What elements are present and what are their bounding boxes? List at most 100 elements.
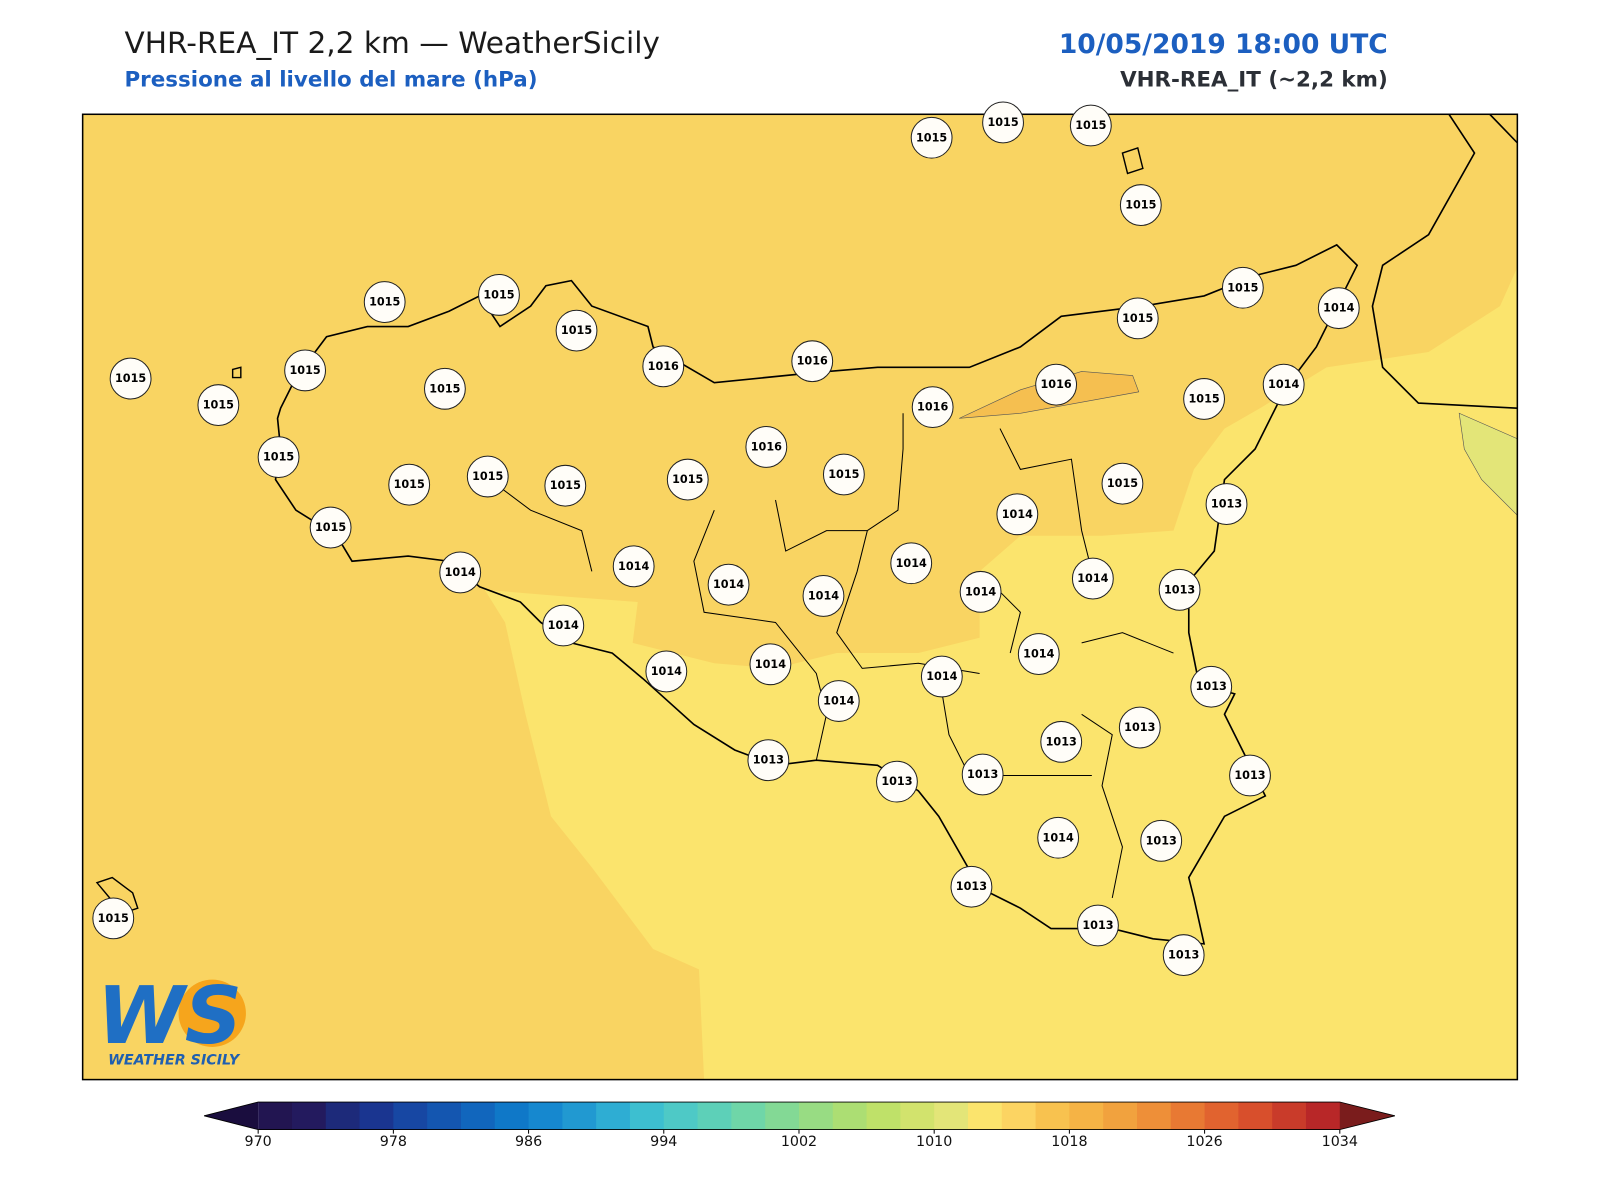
station: 1015 bbox=[109, 357, 152, 400]
station: 1015 bbox=[1069, 104, 1112, 147]
station-value: 1015 bbox=[115, 372, 146, 385]
station-value: 1014 bbox=[926, 670, 957, 683]
colorbar-bin bbox=[1069, 1102, 1104, 1130]
station-value: 1015 bbox=[429, 382, 460, 395]
logo-mark: WS bbox=[97, 969, 242, 1062]
station: 1016 bbox=[911, 386, 954, 429]
station-value: 1015 bbox=[1227, 281, 1258, 294]
station-value: 1016 bbox=[917, 401, 948, 414]
colorbar-bin bbox=[1272, 1102, 1307, 1130]
colorbar-bin bbox=[596, 1102, 631, 1130]
station-marker bbox=[109, 357, 152, 400]
colorbar-bin bbox=[798, 1102, 834, 1130]
station-value: 1014 bbox=[1268, 378, 1299, 391]
station: 1015 bbox=[197, 384, 240, 427]
station: 1015 bbox=[1119, 184, 1162, 227]
colorbar-bin bbox=[866, 1102, 901, 1130]
station-marker bbox=[911, 386, 954, 429]
station-value: 1013 bbox=[881, 775, 912, 788]
station-marker bbox=[555, 309, 598, 352]
station: 1013 bbox=[876, 760, 918, 803]
colorbar-tick-label: 970 bbox=[245, 1134, 272, 1150]
station-marker bbox=[666, 458, 709, 501]
colorbar-bin bbox=[1035, 1102, 1070, 1130]
station-value: 1015 bbox=[315, 521, 346, 534]
station-value: 1014 bbox=[1043, 831, 1074, 844]
model: VHR-REA_IT (~2,2 km) bbox=[1120, 68, 1388, 93]
station-marker bbox=[1040, 720, 1083, 763]
station-value: 1013 bbox=[1168, 949, 1199, 962]
colorbar-tick-label: 1034 bbox=[1322, 1134, 1358, 1150]
colorbar-bin bbox=[359, 1102, 394, 1130]
station: 1013 bbox=[1190, 665, 1233, 708]
station-marker bbox=[822, 453, 865, 496]
station: 1016 bbox=[642, 345, 685, 388]
title: VHR-REA_IT 2,2 km — WeatherSicily bbox=[124, 26, 659, 60]
station-marker bbox=[1262, 363, 1305, 406]
station-value: 1015 bbox=[203, 399, 234, 412]
station: 1014 bbox=[1262, 363, 1305, 406]
station-marker bbox=[363, 281, 406, 323]
province-borders bbox=[489, 413, 1174, 899]
station-value: 1014 bbox=[1323, 302, 1354, 315]
station-marker bbox=[257, 436, 300, 479]
subtitle: Pressione al livello del mare (hPa) bbox=[124, 68, 537, 93]
station: 1014 bbox=[645, 650, 688, 693]
station: 1014 bbox=[920, 655, 963, 698]
colorbar: 970 978 986 994 1002 1010 1018 1026 1034 bbox=[203, 1101, 1395, 1150]
station: 1015 bbox=[309, 506, 352, 549]
station-value: 1015 bbox=[550, 479, 581, 492]
station: 1013 bbox=[1140, 819, 1183, 862]
colorbar-bin bbox=[765, 1102, 800, 1130]
colorbar-bin bbox=[325, 1102, 361, 1130]
field-low bbox=[484, 267, 1518, 1080]
station-marker bbox=[1140, 819, 1183, 862]
station-marker bbox=[1119, 184, 1162, 227]
station-marker bbox=[982, 101, 1024, 144]
island bbox=[231, 366, 242, 379]
station-marker bbox=[466, 455, 509, 498]
colorbar-over bbox=[1339, 1102, 1395, 1130]
station-marker bbox=[1116, 297, 1159, 340]
colorbar-tick-label: 1026 bbox=[1186, 1134, 1222, 1150]
station-value: 1014 bbox=[548, 619, 579, 632]
calabria-coast bbox=[1371, 114, 1518, 409]
colorbar-bin bbox=[460, 1102, 496, 1130]
station: 1015 bbox=[982, 101, 1024, 144]
colorbar-tick-label: 986 bbox=[515, 1134, 542, 1150]
station: 1014 bbox=[1037, 816, 1080, 859]
colorbar-bin bbox=[697, 1102, 732, 1130]
station-value: 1013 bbox=[753, 754, 784, 767]
station: 1013 bbox=[950, 865, 993, 908]
station-marker bbox=[423, 367, 466, 410]
colorbar-bin bbox=[1103, 1102, 1138, 1130]
station: 1014 bbox=[707, 563, 750, 606]
station-value: 1013 bbox=[1211, 498, 1242, 511]
station: 1014 bbox=[1017, 633, 1060, 675]
colorbar-bin bbox=[900, 1102, 935, 1130]
station-value: 1014 bbox=[808, 589, 839, 602]
station-value: 1015 bbox=[289, 364, 320, 377]
colorbar-bin bbox=[1305, 1102, 1341, 1130]
colorbar-bin bbox=[1204, 1102, 1239, 1130]
colorbar-bin bbox=[1001, 1102, 1037, 1130]
station-value: 1014 bbox=[1023, 648, 1054, 661]
station-marker bbox=[92, 897, 135, 940]
station-value: 1015 bbox=[987, 116, 1018, 129]
station: 1015 bbox=[1101, 462, 1144, 505]
colorbar-bin bbox=[1136, 1102, 1172, 1130]
station-marker bbox=[1190, 665, 1233, 708]
island bbox=[1121, 147, 1144, 175]
station-marker bbox=[817, 680, 860, 722]
station-value: 1015 bbox=[1107, 477, 1138, 490]
station-value: 1014 bbox=[445, 566, 476, 579]
station: 1015 bbox=[1116, 297, 1159, 340]
station-value: 1013 bbox=[967, 768, 998, 781]
station-value: 1013 bbox=[1234, 769, 1265, 782]
station-marker bbox=[996, 493, 1039, 536]
station: 1016 bbox=[745, 426, 788, 468]
colorbar-bin bbox=[629, 1102, 665, 1130]
station-marker bbox=[890, 542, 933, 585]
station-marker bbox=[284, 349, 327, 392]
